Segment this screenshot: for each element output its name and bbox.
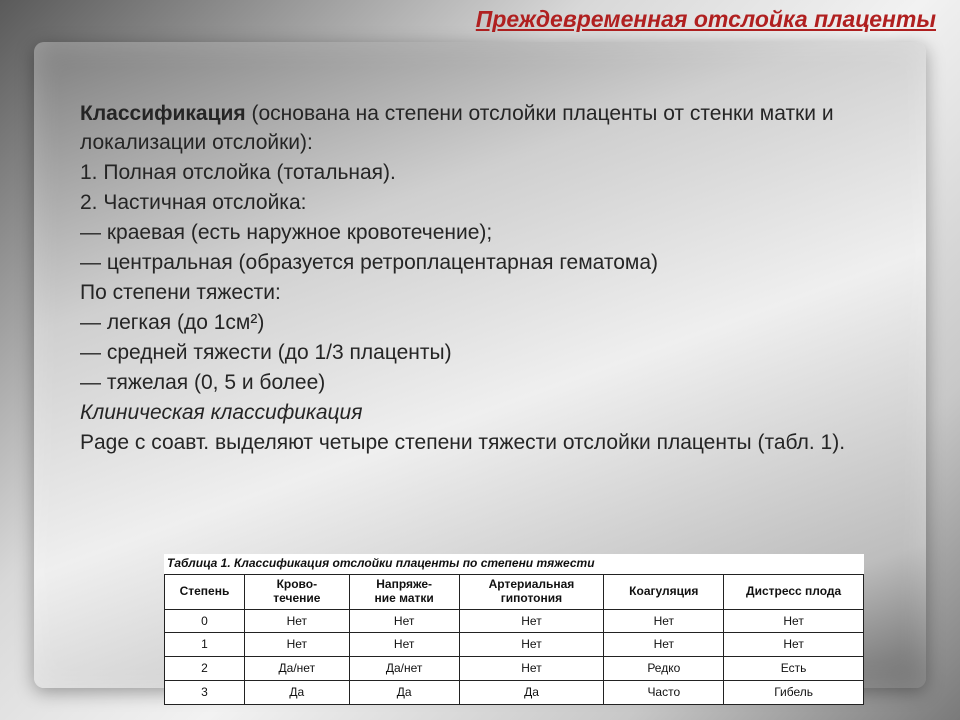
cell: Да [244, 680, 349, 704]
table-caption: Таблица 1. Классификация отслойки плацен… [164, 554, 864, 574]
cell: Есть [724, 657, 864, 681]
severity-table-wrap: Таблица 1. Классификация отслойки плацен… [164, 554, 864, 705]
table-header-row: Степень Крово-течение Напряже-ние матки … [165, 575, 864, 610]
table-row: 2 Да/нет Да/нет Нет Редко Есть [165, 657, 864, 681]
cell: Нет [244, 609, 349, 633]
cell: Нет [604, 633, 724, 657]
slide-card: Классификация (основана на степени отсло… [34, 42, 926, 688]
cell: Да [349, 680, 459, 704]
table-row: 1 Нет Нет Нет Нет Нет [165, 633, 864, 657]
col-header: Артериальная гипотония [459, 575, 604, 610]
slide-title: Преждевременная отслойка плаценты [316, 6, 936, 34]
cell: Нет [459, 657, 604, 681]
slide-body: Классификация (основана на степени отсло… [80, 100, 948, 459]
body-line: 1. Полная отслойка (тотальная). [80, 159, 948, 188]
cell: Нет [724, 609, 864, 633]
body-line: — средней тяжести (до 1/3 плаценты) [80, 339, 948, 368]
cell: 1 [165, 633, 245, 657]
cell: Да/нет [244, 657, 349, 681]
col-header: Дистресс плода [724, 575, 864, 610]
cell: 3 [165, 680, 245, 704]
col-header: Степень [165, 575, 245, 610]
classification-heading: Классификация (основана на степени отсло… [80, 100, 948, 158]
cell: Нет [244, 633, 349, 657]
body-line: — легкая (до 1см²) [80, 309, 948, 338]
col-header: Крово-течение [244, 575, 349, 610]
table-row: 3 Да Да Да Часто Гибель [165, 680, 864, 704]
cell: Да/нет [349, 657, 459, 681]
cell: Нет [604, 609, 724, 633]
lead-bold: Классификация [80, 102, 246, 125]
cell: Да [459, 680, 604, 704]
col-header: Напряже-ние матки [349, 575, 459, 610]
body-line: — тяжелая (0, 5 и более) [80, 369, 948, 398]
cell: Нет [724, 633, 864, 657]
cell: Нет [349, 633, 459, 657]
body-line: — краевая (есть наружное кровотечение); [80, 219, 948, 248]
body-line: 2. Частичная отслойка: [80, 189, 948, 218]
body-line: — центральная (образуется ретроплацентар… [80, 249, 948, 278]
cell: Нет [349, 609, 459, 633]
body-line-italic: Клиническая классификация [80, 399, 948, 428]
cell: Часто [604, 680, 724, 704]
body-line: По степени тяжести: [80, 279, 948, 308]
cell: Нет [459, 609, 604, 633]
severity-table: Степень Крово-течение Напряже-ние матки … [164, 574, 864, 705]
col-header: Коагуляция [604, 575, 724, 610]
cell: 2 [165, 657, 245, 681]
cell: Редко [604, 657, 724, 681]
cell: Гибель [724, 680, 864, 704]
cell: Нет [459, 633, 604, 657]
cell: 0 [165, 609, 245, 633]
body-line: Page с соавт. выделяют четыре степени тя… [80, 429, 948, 458]
table-row: 0 Нет Нет Нет Нет Нет [165, 609, 864, 633]
